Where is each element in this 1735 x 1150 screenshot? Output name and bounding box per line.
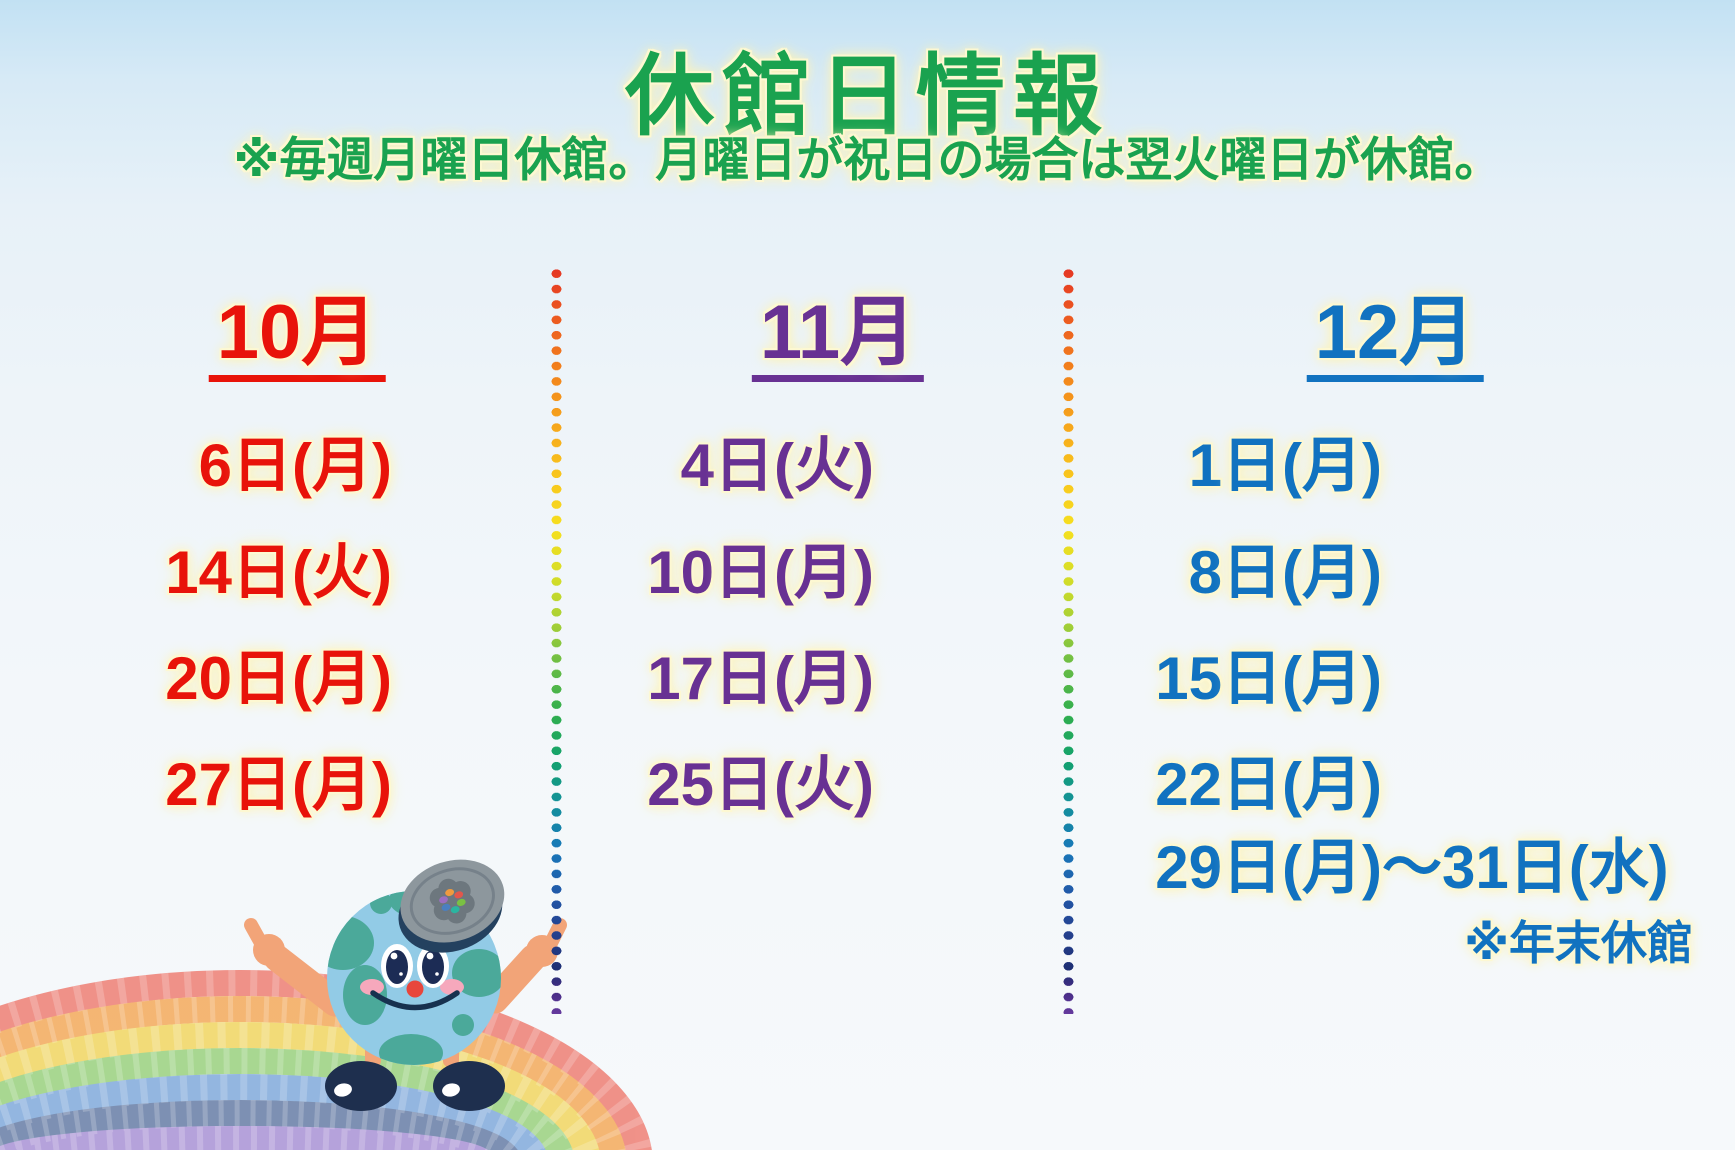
mascot-shoes [325, 1061, 505, 1111]
month-header-december: 12月 [1306, 295, 1484, 382]
poster-subtitle: ※毎週月曜日休館。月曜日が祝日の場合は翌火曜日が休館。 [233, 133, 1502, 186]
closed-date: 4日(火) [680, 432, 874, 499]
year-end-closure-note: ※年末休館 [1464, 917, 1693, 969]
closed-date: 22日(月) [1155, 751, 1382, 818]
mascot-face [360, 944, 464, 1011]
closed-date: 17日(月) [647, 645, 874, 712]
closed-date-range: 29日(月)～31日(水) [1155, 834, 1669, 901]
closed-date: 20日(月) [165, 645, 392, 712]
mascot-arms [244, 918, 567, 1017]
closed-date: 6日(月) [198, 432, 392, 499]
mascot-globe-body [327, 891, 501, 1065]
rainbow-dotted-divider-left [551, 266, 562, 1014]
closed-date: 1日(月) [1188, 432, 1382, 499]
closed-date: 25日(火) [647, 751, 874, 818]
month-header-november: 11月 [751, 295, 925, 382]
rainbow-dotted-divider-right [1063, 266, 1074, 1014]
month-header-october: 10月 [208, 295, 386, 382]
mascot-continents [327, 891, 501, 1065]
closed-date: 14日(火) [165, 539, 392, 606]
closed-date: 15日(月) [1155, 645, 1382, 712]
earth-mascot-illustration [244, 859, 567, 1111]
closed-date: 27日(月) [165, 751, 392, 818]
closed-date: 8日(月) [1188, 539, 1382, 606]
hat-flower-dots [439, 889, 466, 914]
mascot-manhole-hat [398, 859, 505, 953]
closed-date: 10日(月) [647, 539, 874, 606]
page-title: 休館日情報 [625, 46, 1110, 146]
